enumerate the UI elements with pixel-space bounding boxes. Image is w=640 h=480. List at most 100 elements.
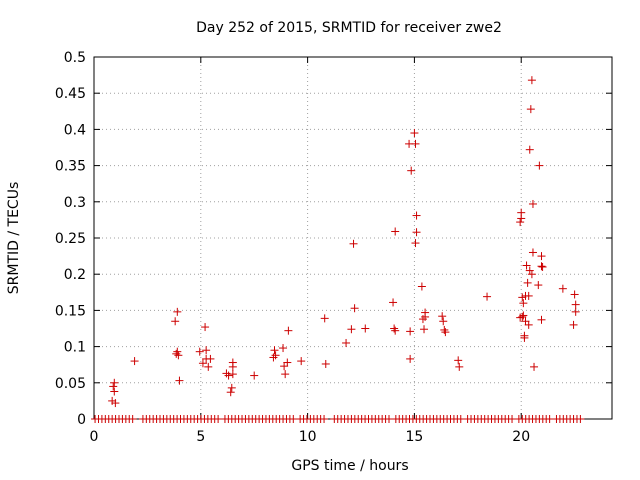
- zero-data-point: [289, 415, 298, 423]
- data-point: [412, 211, 421, 220]
- data-point: [198, 359, 207, 368]
- data-point: [228, 362, 237, 371]
- y-tick-label: 0.35: [55, 159, 86, 175]
- data-point: [391, 326, 400, 335]
- data-point: [389, 298, 398, 307]
- data-point: [174, 351, 183, 360]
- zero-data-point: [545, 415, 554, 423]
- data-point: [411, 239, 420, 248]
- data-point: [342, 338, 351, 347]
- data-point: [195, 347, 204, 356]
- y-tick-label: 0.45: [55, 86, 86, 102]
- data-point: [281, 370, 290, 379]
- data-point: [270, 346, 279, 355]
- data-point: [537, 252, 546, 261]
- data-point: [130, 357, 139, 366]
- data-point: [173, 307, 182, 316]
- data-point: [280, 362, 289, 371]
- data-point: [250, 371, 259, 380]
- x-axis-label: GPS time / hours: [291, 458, 408, 474]
- y-tick-label: 0.05: [55, 376, 86, 392]
- data-point: [524, 320, 533, 329]
- data-point: [110, 387, 119, 396]
- data-point: [297, 357, 306, 366]
- data-point: [527, 270, 536, 279]
- data-point: [454, 356, 463, 365]
- y-axis-tick-labels: 0 0.05 0.1 0.15 0.2 0.25 0.3 0.35 0.4 0.45 0.5: [55, 50, 86, 428]
- data-point: [455, 362, 464, 371]
- data-point: [526, 105, 535, 114]
- x-tick-label: 10: [299, 429, 317, 445]
- data-point: [201, 323, 210, 332]
- data-point: [527, 76, 536, 85]
- data-point: [519, 299, 528, 308]
- data-point: [407, 166, 416, 175]
- data-point: [530, 362, 539, 371]
- data-point: [569, 320, 578, 329]
- data-point: [519, 311, 528, 320]
- data-point: [175, 376, 184, 385]
- data-point: [417, 282, 426, 291]
- x-axis-tick-labels: 0 5 10 15 20: [90, 429, 531, 445]
- data-point: [571, 300, 580, 309]
- data-point: [110, 378, 119, 387]
- data-point: [528, 248, 537, 257]
- data-point: [406, 327, 415, 336]
- x-tick-label: 15: [405, 429, 423, 445]
- data-point: [111, 399, 120, 408]
- data-point: [441, 328, 450, 337]
- data-point: [439, 317, 448, 326]
- y-tick-label: 0.2: [64, 267, 86, 283]
- data-point: [347, 325, 356, 334]
- data-points: [91, 76, 585, 423]
- data-point: [349, 239, 358, 248]
- data-point: [438, 312, 447, 321]
- y-tick-label: 0: [77, 412, 86, 428]
- data-point: [171, 317, 180, 326]
- y-tick-label: 0.3: [64, 195, 86, 211]
- data-point: [173, 347, 182, 356]
- data-point: [271, 351, 280, 360]
- zero-data-point: [384, 415, 393, 423]
- y-tick-label: 0.5: [64, 50, 86, 66]
- zero-data-point: [320, 415, 329, 423]
- data-point: [420, 325, 429, 334]
- data-point: [524, 291, 533, 300]
- zero-data-point: [128, 415, 137, 423]
- data-point: [522, 261, 531, 270]
- data-point: [518, 312, 527, 321]
- data-point: [411, 139, 420, 148]
- data-point: [534, 281, 543, 290]
- data-point: [535, 161, 544, 170]
- data-point: [523, 278, 532, 287]
- chart-title: Day 252 of 2015, SRMTID for receiver zwe…: [196, 20, 502, 36]
- y-axis-label: SRMTID / TECUs: [6, 182, 22, 295]
- data-point: [528, 199, 537, 208]
- data-point: [284, 326, 293, 335]
- zero-data-point: [456, 415, 465, 423]
- y-tick-label: 0.4: [64, 122, 86, 138]
- data-point: [320, 314, 329, 323]
- data-point: [206, 354, 215, 363]
- data-point: [525, 145, 534, 154]
- zero-data-point: [214, 415, 223, 423]
- data-point: [571, 307, 580, 316]
- data-point: [228, 370, 237, 379]
- data-point: [410, 129, 419, 138]
- data-point: [227, 383, 236, 392]
- y-tick-label: 0.15: [55, 303, 86, 319]
- data-point: [525, 266, 534, 275]
- data-point: [518, 293, 527, 302]
- data-point: [224, 371, 233, 380]
- data-point: [570, 290, 579, 299]
- data-point: [516, 218, 525, 227]
- data-point: [412, 228, 421, 237]
- data-point: [361, 324, 370, 333]
- x-tick-label: 5: [196, 429, 205, 445]
- data-point: [350, 304, 359, 313]
- data-point: [226, 388, 235, 397]
- data-point: [521, 317, 530, 326]
- data-point: [517, 214, 526, 223]
- grid-lines: [94, 57, 612, 419]
